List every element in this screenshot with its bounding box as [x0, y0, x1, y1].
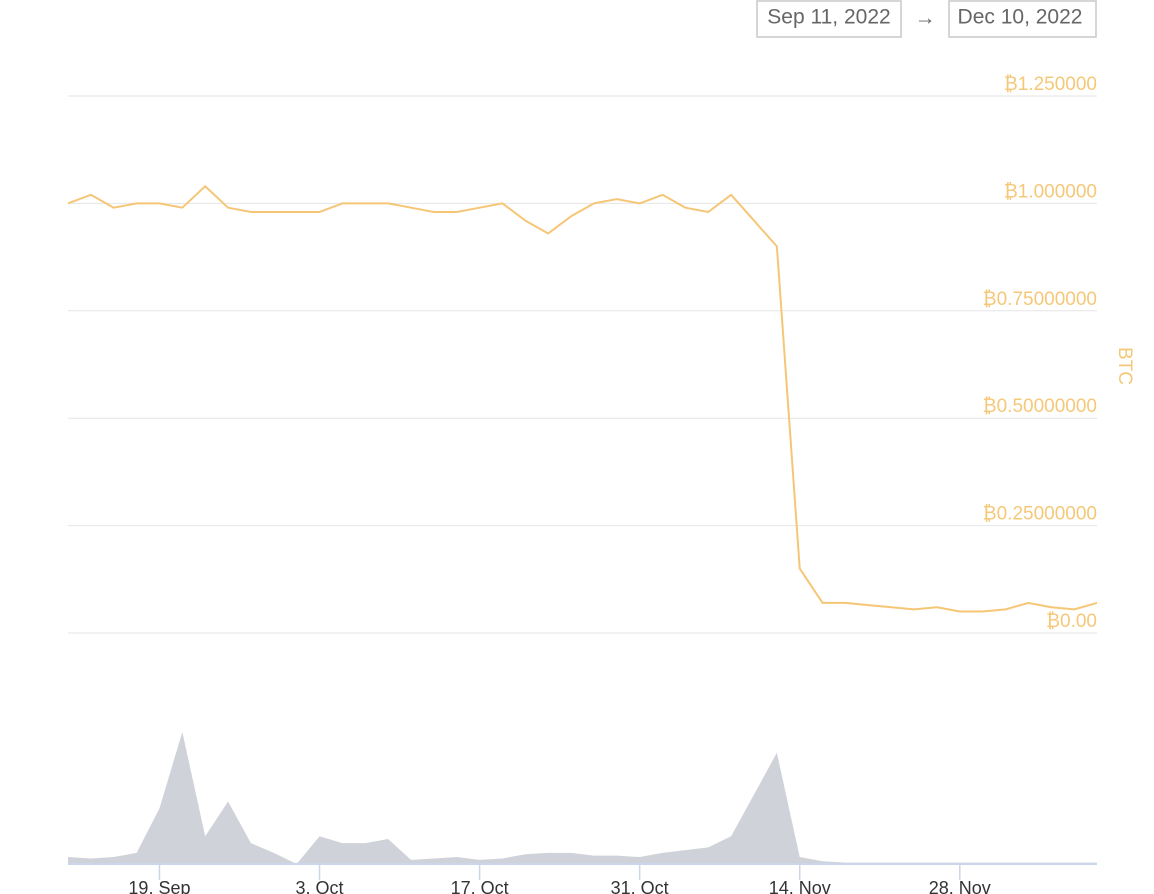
y-tick-label: ₿0.25000000	[983, 504, 1097, 525]
x-tick-label: 14. Nov	[769, 878, 831, 894]
y-tick-label: ₿0.75000000	[983, 289, 1097, 310]
date-from-box[interactable]	[756, 0, 902, 38]
x-tick-label: 31. Oct	[611, 878, 669, 894]
x-tick-label: 19. Sep	[128, 878, 190, 894]
x-tick-label: 28. Nov	[929, 878, 991, 894]
date-from[interactable]: Sep 11, 2022	[767, 6, 890, 29]
y-tick-label: ₿1.000000	[1004, 181, 1097, 202]
date-separator: →	[915, 7, 936, 30]
y-tick-label: ₿0.00	[1046, 611, 1097, 632]
y-axis-title: BTC	[1114, 347, 1135, 385]
date-to[interactable]: Dec 10, 2022	[958, 6, 1083, 29]
volume-area	[68, 731, 1097, 864]
y-tick-label: ₿0.50000000	[983, 396, 1097, 417]
x-tick-label: 3. Oct	[296, 878, 344, 894]
y-tick-label: ₿1.250000	[1004, 74, 1097, 95]
date-to-box[interactable]	[948, 0, 1097, 38]
x-tick-label: 17. Oct	[451, 878, 509, 894]
price-line	[67, 185, 1098, 613]
